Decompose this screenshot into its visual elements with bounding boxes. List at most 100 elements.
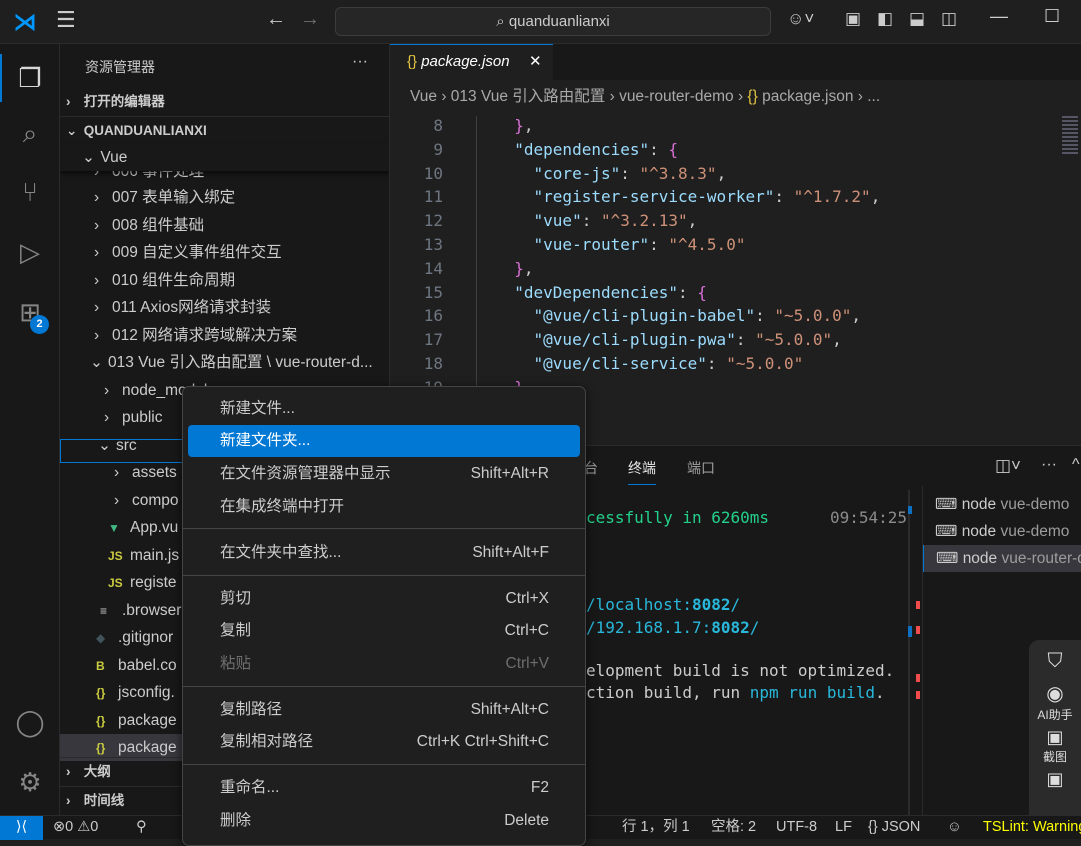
terminal-instance[interactable]: ⌨ node vue-router-d [923,545,1081,572]
menu-item[interactable]: 删除 Delete [188,805,580,837]
explorer-icon[interactable]: ❐ [18,62,42,93]
menu-item[interactable]: 粘贴 Ctrl+V [188,648,580,680]
minimap[interactable] [1062,116,1078,156]
record-icon[interactable]: ▣ [1046,769,1064,789]
tree-folder-vue[interactable]: ⌄ Vue [60,144,389,171]
menu-item[interactable]: 在集成终端中打开 [188,491,580,523]
terminal-timestamp: 09:54:25 [830,508,908,527]
copilot-status-icon[interactable]: ☺ [947,819,962,835]
menu-item[interactable]: 新建文件... [188,393,580,425]
remote-indicator-icon[interactable]: ⟩⟨ [0,816,43,840]
terminal-instance[interactable]: ⌨ node vue-demo [923,518,1081,545]
maximize-panel-icon[interactable]: ^ [1072,456,1080,473]
breadcrumb-item[interactable]: 013 Vue 引入路由配置 [450,88,606,105]
toggle-secondary-sidebar-icon[interactable]: ◫ [941,9,958,28]
minimize-icon[interactable]: — [990,6,1008,26]
close-icon[interactable]: ✕ [529,53,542,70]
customize-layout-icon[interactable]: ▣ [845,9,862,28]
tree-folder[interactable]: › compo [60,487,389,514]
tslint-status[interactable]: TSLint: Warning [983,819,1081,835]
more-actions-icon[interactable]: ··· [352,53,368,70]
extensions-icon[interactable]: ⊞ [19,296,41,327]
menu-item[interactable]: 复制 Ctrl+C [188,615,580,647]
tree-file[interactable]: ≡ .browser [60,597,389,624]
tab-package-json[interactable]: {} package.json ✕ [390,44,553,80]
menu-item[interactable]: 在文件资源管理器中显示 Shift+Alt+R [188,458,580,490]
tree-folder[interactable]: › 011 Axios网络请求封装 [60,294,389,321]
tree-folder[interactable]: ⌄ src [60,432,389,459]
cursor-position[interactable]: 行 1，列 1 [622,819,690,835]
tree-file[interactable]: JS registe [60,569,389,596]
tree-file[interactable]: ▼ App.vu [60,514,389,541]
code-editor[interactable]: 8 }, 9 "dependencies": {10 "core-js": "^3… [390,114,1081,444]
language-mode[interactable]: {} JSON [868,816,920,839]
tree-folder[interactable]: › public [60,404,389,431]
breadcrumb-item[interactable]: Vue [410,88,438,105]
tree-folder[interactable]: ⌄ 013 Vue 引入路由配置 \ vue-router-d... [60,349,389,376]
screenshot-icon[interactable]: ▣ [1046,727,1064,747]
code-token: } [495,116,524,135]
tree-folder[interactable]: › 012 网络请求跨域解决方案 [60,322,389,349]
tree-item-label: babel.co [118,657,177,674]
tree-folder[interactable]: › 009 自定义事件组件交互 [60,239,389,266]
tree-folder[interactable]: › assets [60,459,389,486]
terminal-instance[interactable]: ⌨ node vue-demo [923,491,1081,518]
file-type-icon: ▼ [108,521,120,535]
ai-assistant-label[interactable]: AI助手 [1037,708,1073,722]
tab-ports[interactable]: 端口 [687,460,715,476]
menu-icon[interactable]: ☰ [56,7,76,32]
tree-folder[interactable]: › 008 组件基础 [60,212,389,239]
workspace-section[interactable]: ⌄ QUANDUANLIANXI [60,116,389,143]
more-actions-icon[interactable]: ··· [1041,456,1057,473]
menu-item[interactable]: 重命名... F2 [188,772,580,804]
indentation[interactable]: 空格: 2 [711,819,757,835]
toggle-panel-icon[interactable]: ⬓ [909,9,926,28]
encoding[interactable]: UTF-8 [776,819,818,835]
menu-item[interactable]: 复制相对路径 Ctrl+K Ctrl+Shift+C [188,726,580,758]
tree-file[interactable]: {} package [60,707,389,734]
tab-debug-console[interactable]: 台 [584,460,598,476]
terminal-scrollbar[interactable] [908,490,910,816]
run-debug-icon[interactable]: ▷ [20,236,40,267]
tab-terminal[interactable]: 终端 [628,458,656,485]
terminal-network-url[interactable]: /192.168.1.7:8082/ [586,617,759,639]
search-icon[interactable]: ⌕ [22,118,38,148]
tree-file[interactable]: {} jsconfig. [60,679,389,706]
copilot-icon[interactable]: ☺˅ [787,9,815,28]
ai-assistant-icon[interactable]: ◉ [1046,683,1064,705]
tree-item-label: package [118,712,177,729]
terminal-local-url[interactable]: /localhost:8082/ [586,594,740,616]
manage-gear-icon[interactable]: ⚙ [18,766,42,797]
toggle-sidebar-icon[interactable]: ◧ [877,9,894,28]
source-control-icon[interactable]: ⑂ [22,176,38,207]
command-center-search[interactable]: ⌕ quanduanlianxi [335,7,771,36]
problems-indicator[interactable]: ⊗0 ⚠0 [53,816,98,839]
maximize-icon[interactable]: ☐ [1044,6,1061,26]
tree-file[interactable]: ◆ .gitignor [60,624,389,651]
chevron-right-icon: › [66,764,71,779]
tree-folder[interactable]: › 010 组件生命周期 [60,267,389,294]
breadcrumb-item[interactable]: package.json [762,88,854,105]
screenshot-label[interactable]: 截图 [1042,750,1067,764]
account-icon[interactable]: ◯ [15,706,45,737]
ports-icon[interactable]: ⚲ [136,819,147,835]
tree-item-label: main.js [130,547,180,564]
extensions-badge: 2 [30,315,49,334]
breadcrumb-item[interactable]: ... [867,88,881,105]
tree-folder[interactable]: › 007 表单输入绑定 [60,184,389,211]
forward-icon[interactable]: → [300,8,320,30]
breadcrumb-item[interactable]: vue-router-demo [619,88,734,105]
menu-item[interactable]: 在文件夹中查找... Shift+Alt+F [188,537,580,569]
menu-item[interactable]: 剪切 Ctrl+X [188,583,580,615]
chevron-right-icon: › [94,244,100,261]
end-of-line[interactable]: LF [835,819,852,835]
menu-item[interactable]: 复制路径 Shift+Alt+C [188,694,580,726]
split-terminal-icon[interactable]: ◫˅ [995,456,1021,475]
shield-icon[interactable]: ⛉ [1047,650,1063,672]
open-editors-section[interactable]: › 打开的编辑器 [60,88,389,115]
menu-item[interactable]: 新建文件夹... [188,425,580,457]
line-number: 16 [423,306,443,326]
tree-file[interactable]: JS main.js [60,542,389,569]
back-icon[interactable]: ← [266,8,286,30]
